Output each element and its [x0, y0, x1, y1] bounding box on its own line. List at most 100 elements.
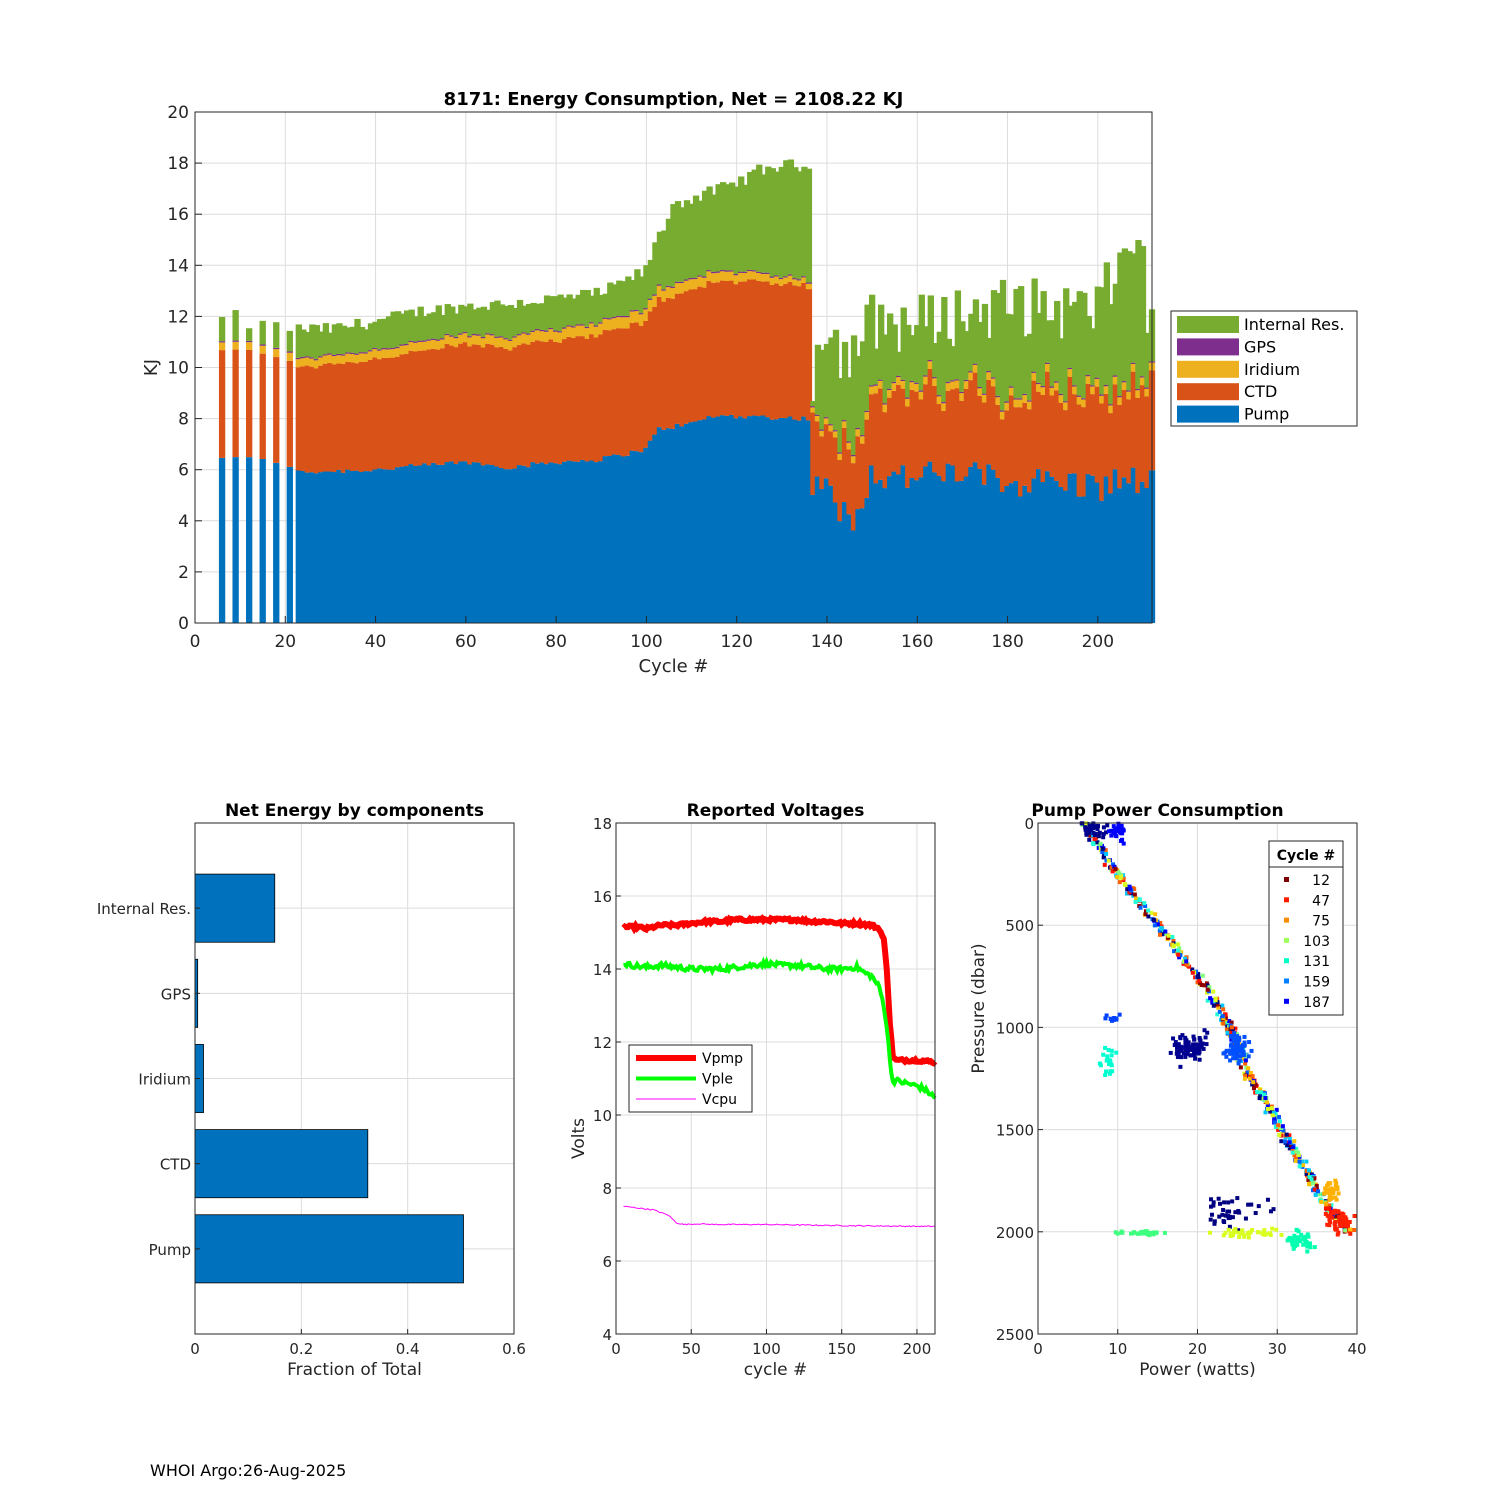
- pump-point: [1334, 1181, 1339, 1186]
- bar-gps: [593, 325, 600, 327]
- bar-gps: [1117, 396, 1124, 398]
- bar-ctd: [336, 363, 343, 470]
- bar-gps: [480, 336, 488, 339]
- bar-pump: [864, 497, 871, 623]
- pump-point: [1208, 996, 1213, 1001]
- bar-ctd: [349, 362, 357, 471]
- bar-internal-res: [422, 316, 429, 341]
- pump-point: [1303, 1234, 1308, 1239]
- bar-internal-res: [656, 231, 664, 285]
- pump-point: [1121, 841, 1126, 846]
- bar-pump: [850, 530, 858, 623]
- bar-gps: [309, 357, 316, 359]
- pump-point: [1325, 1188, 1330, 1193]
- pump-point: [1292, 1139, 1297, 1144]
- bar-ctd: [923, 384, 930, 467]
- bar-iridium: [476, 335, 483, 345]
- pump-point: [1243, 1216, 1248, 1221]
- bar-ctd: [1144, 396, 1151, 488]
- bar-pump: [1126, 483, 1133, 623]
- bar-internal-res: [1045, 320, 1052, 363]
- bar-internal-res: [769, 168, 776, 277]
- bar-internal-res: [593, 287, 600, 326]
- footer-text: WHOI Argo:26-Aug-2025: [150, 1461, 346, 1480]
- pump-point: [1211, 989, 1216, 994]
- bar-ctd: [787, 281, 795, 417]
- pump-point: [1134, 896, 1139, 901]
- bar-gps: [855, 427, 862, 430]
- bar-ctd: [598, 334, 605, 462]
- pump-point: [1096, 834, 1101, 839]
- bar-iridium: [625, 317, 632, 329]
- volts-x-tick-label: 200: [903, 1340, 932, 1358]
- bar-pump: [340, 472, 348, 623]
- bar-iridium: [981, 394, 989, 403]
- bar-ctd: [733, 284, 740, 419]
- bar-ctd: [525, 344, 533, 468]
- bar-iridium: [868, 386, 876, 395]
- pump-point: [1133, 899, 1138, 904]
- pump-point: [1268, 1109, 1273, 1114]
- bar-iridium: [882, 404, 889, 413]
- bar-internal-res: [1013, 288, 1020, 399]
- bar-ctd: [742, 281, 749, 419]
- pump-point: [1335, 1209, 1340, 1214]
- pump-point: [1333, 1183, 1338, 1188]
- pump-point: [1343, 1216, 1348, 1221]
- bar-iridium: [1121, 382, 1129, 391]
- bar-gps: [1031, 371, 1038, 373]
- pump-point: [1116, 821, 1121, 826]
- bar-iridium: [873, 385, 880, 394]
- bar-pump: [1058, 486, 1065, 623]
- bar-ctd: [449, 345, 456, 462]
- bar-internal-res: [273, 322, 280, 348]
- bar-internal-res: [435, 305, 442, 340]
- bar-pump: [408, 464, 415, 623]
- pump-point: [1172, 1043, 1177, 1048]
- bar-pump: [413, 465, 420, 623]
- bar-ctd: [602, 329, 609, 457]
- bar-iridium: [327, 354, 334, 363]
- bar-ctd: [354, 363, 361, 471]
- pump-point: [1291, 1238, 1296, 1243]
- pump-point: [1317, 1192, 1322, 1197]
- pump-point: [1183, 1044, 1188, 1049]
- pump-point: [1107, 1071, 1112, 1076]
- bar-ctd: [300, 366, 307, 471]
- bar-pump: [738, 416, 745, 623]
- pump-point: [1246, 1054, 1251, 1059]
- bar-internal-res: [516, 299, 524, 335]
- pump-point: [1271, 1110, 1276, 1115]
- bar-internal-res: [539, 303, 546, 330]
- bar-pump: [701, 419, 709, 623]
- pump-point: [1329, 1203, 1334, 1208]
- bar-iridium: [336, 355, 343, 364]
- bar-pump: [345, 469, 352, 623]
- bar-gps: [670, 286, 677, 288]
- bar-internal-res: [932, 343, 939, 378]
- bar-gps: [259, 344, 266, 346]
- pump-point: [1197, 1042, 1202, 1047]
- bar-ctd: [607, 330, 614, 456]
- bar-ctd: [823, 424, 831, 479]
- pump-point: [1305, 1249, 1310, 1254]
- bar-internal-res: [557, 294, 564, 332]
- pump-point: [1247, 1076, 1252, 1081]
- pump-point: [1304, 1169, 1309, 1174]
- bar-pump: [318, 472, 325, 623]
- bar-gps: [724, 270, 731, 272]
- bar-ctd: [1081, 407, 1088, 497]
- bar-gps: [453, 336, 460, 339]
- bar-gps: [534, 328, 542, 331]
- pump-point: [1259, 1090, 1264, 1095]
- bar-iridium: [467, 337, 474, 347]
- bar-internal-res: [485, 309, 492, 334]
- bar-internal-res: [873, 348, 880, 385]
- bar-ctd: [891, 390, 898, 472]
- bar-iridium: [557, 332, 564, 343]
- pump-point: [1197, 1057, 1202, 1062]
- bar-ctd: [900, 388, 907, 466]
- net-category-label: CTD: [160, 1156, 191, 1174]
- bar-ctd: [652, 306, 659, 435]
- pump-point: [1192, 1037, 1197, 1042]
